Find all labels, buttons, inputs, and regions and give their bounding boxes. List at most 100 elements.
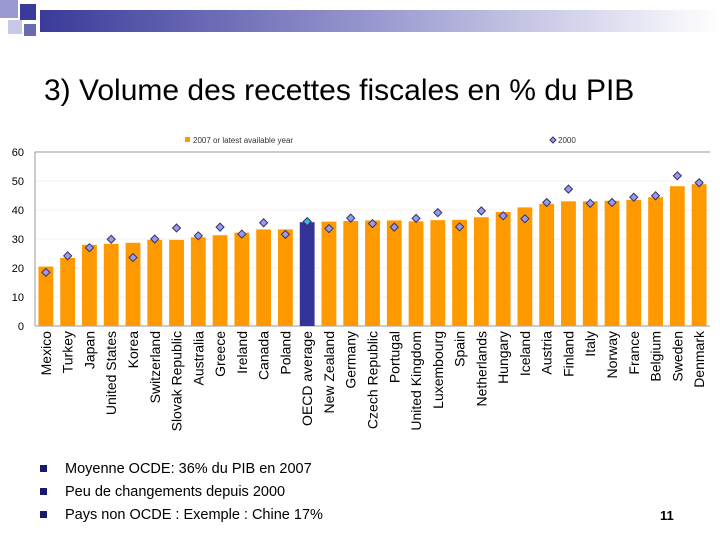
bullet-text: Peu de changements depuis 2000 xyxy=(65,483,286,500)
x-tick-label: Portugal xyxy=(386,331,402,383)
bar xyxy=(626,199,642,326)
marker-2000 xyxy=(563,184,574,194)
bar xyxy=(190,237,206,326)
bullet-icon xyxy=(40,465,47,472)
marker-2000 xyxy=(389,222,399,232)
x-tick-label: Czech Republic xyxy=(365,331,381,429)
marker-2000 xyxy=(128,252,138,263)
x-tick-label: United States xyxy=(103,331,119,415)
marker-2000 xyxy=(237,229,247,239)
decoration-square xyxy=(8,20,22,34)
marker-2000 xyxy=(280,229,291,240)
marker-2000 xyxy=(193,231,204,241)
bullet-icon xyxy=(40,488,47,495)
marker-2000 xyxy=(106,234,116,244)
marker-2000 xyxy=(41,267,51,278)
x-tick-label: Austria xyxy=(539,331,555,375)
bar xyxy=(147,239,163,326)
marker-2000 xyxy=(672,171,683,181)
bar xyxy=(539,203,555,326)
marker-2000 xyxy=(150,234,160,244)
legend-label-bar: 2007 or latest available year xyxy=(193,136,293,145)
marker-2000 xyxy=(171,223,182,233)
bar xyxy=(386,220,402,326)
marker-2000 xyxy=(629,192,639,202)
x-tick-label: Canada xyxy=(256,331,272,380)
x-tick-label: Japan xyxy=(81,331,97,369)
decoration-square xyxy=(0,0,18,18)
y-tick-label: 40 xyxy=(12,205,24,217)
x-tick-label: Poland xyxy=(277,331,293,375)
bar xyxy=(691,184,707,326)
bullet-text: Pays non OCDE : Exemple : Chine 17% xyxy=(65,506,323,523)
bar xyxy=(321,221,337,326)
marker-2000 xyxy=(367,218,378,229)
bar xyxy=(103,243,119,326)
tax-revenue-chart: 0 10 20 30 40 50 60 Mexico Turkey Japan United Sta… xyxy=(12,136,710,431)
y-tick-label: 10 xyxy=(12,292,24,304)
legend-marker-swatch xyxy=(549,136,557,144)
marker-2000 xyxy=(454,222,465,232)
y-tick-label: 50 xyxy=(12,176,24,188)
marker-2000 xyxy=(346,213,356,223)
bar xyxy=(299,222,315,326)
bullet-item: Moyenne OCDE: 36% du PIB en 2007 xyxy=(40,457,323,480)
marker-2000 xyxy=(84,242,95,253)
x-tick-label: Norway xyxy=(604,331,620,378)
bar xyxy=(561,201,576,326)
marker-2000 xyxy=(476,206,487,216)
decoration-square xyxy=(24,24,36,36)
bar xyxy=(669,186,685,326)
marker-2000 xyxy=(324,223,334,234)
bullet-item: Peu de changements depuis 2000 xyxy=(40,480,323,503)
legend-label-marker: 2000 xyxy=(558,136,576,145)
bar xyxy=(343,221,359,326)
marker-2000 xyxy=(411,213,421,224)
bullet-text: Moyenne OCDE: 36% du PIB en 2007 xyxy=(65,460,312,477)
bar xyxy=(604,200,620,326)
bar xyxy=(212,235,228,326)
bar xyxy=(234,232,250,326)
x-tick-label: France xyxy=(626,331,642,375)
x-tick-label: United Kingdom xyxy=(408,331,424,431)
x-tick-label: Sweden xyxy=(669,331,685,382)
marker-2000 xyxy=(541,197,552,208)
y-tick-label: 0 xyxy=(18,321,24,333)
x-tick-label: Turkey xyxy=(60,331,76,373)
bar xyxy=(582,201,598,326)
x-tick-label: Hungary xyxy=(495,331,511,384)
bar xyxy=(82,244,97,326)
x-tick-label: Korea xyxy=(125,331,141,369)
legend-bar-swatch xyxy=(185,137,190,142)
x-tick-label: Greece xyxy=(212,331,228,377)
bullet-list: Moyenne OCDE: 36% du PIB en 2007 Peu de … xyxy=(40,457,323,526)
x-tick-label: Slovak Republic xyxy=(169,331,185,431)
bar xyxy=(278,229,293,326)
bar xyxy=(408,221,424,326)
y-tick-label: 60 xyxy=(12,147,24,159)
marker-2000 xyxy=(433,207,443,218)
x-tick-label: Ireland xyxy=(234,331,250,374)
bar xyxy=(60,257,76,326)
bar xyxy=(365,220,380,326)
marker-2000 xyxy=(302,216,312,227)
bar xyxy=(495,212,511,326)
marker-2000 xyxy=(650,191,661,201)
x-tick-label: OECD average xyxy=(299,331,315,426)
bar xyxy=(430,220,446,326)
marker-2000 xyxy=(62,251,73,261)
bar xyxy=(452,219,467,326)
marker-2000 xyxy=(694,178,704,188)
bar xyxy=(473,217,489,326)
bar xyxy=(38,266,54,326)
y-tick-label: 20 xyxy=(12,263,24,275)
y-tick-label: 30 xyxy=(12,234,24,246)
bullet-icon xyxy=(40,511,47,518)
marker-2000 xyxy=(607,197,617,208)
marker-2000 xyxy=(498,211,508,221)
bar xyxy=(256,229,272,326)
page-number: 11 xyxy=(660,508,674,523)
marker-2000 xyxy=(585,198,595,209)
x-tick-label: Mexico xyxy=(38,331,54,376)
bullet-item: Pays non OCDE : Exemple : Chine 17% xyxy=(40,503,323,526)
